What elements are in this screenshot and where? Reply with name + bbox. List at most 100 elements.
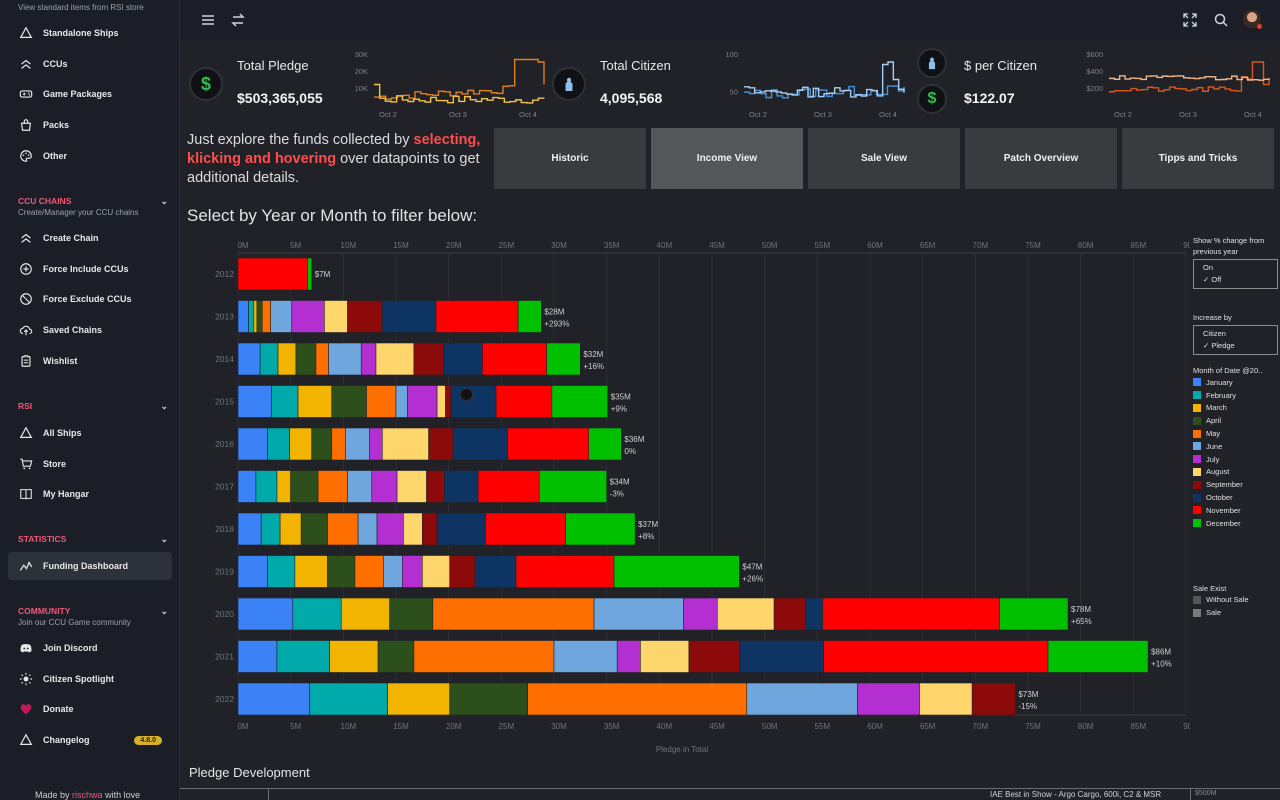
total-pledge-sparkline[interactable]: 30K 20K 10K Oct 2 Oct 3 Oct 4 [340, 45, 550, 120]
nav-button-patch-overview[interactable]: Patch Overview [965, 128, 1117, 189]
bar-change-label: 0% [624, 447, 636, 456]
sidebar-item-donate[interactable]: Donate [8, 695, 172, 723]
pct-change-toggle[interactable]: On ✓ Off [1193, 259, 1278, 289]
sidebar-item-force-exclude-ccus[interactable]: Force Exclude CCUs [8, 285, 172, 313]
increase-option-citizen[interactable]: Citizen [1203, 329, 1226, 338]
user-avatar[interactable] [1243, 10, 1262, 29]
bar-segment [593, 597, 684, 631]
chevron-down-icon[interactable]: ⌄ [160, 533, 168, 544]
x-tick-label-top: 25M [499, 241, 515, 250]
bar-segment [449, 555, 476, 588]
bar-segment [999, 597, 1069, 631]
y-tick-label: 2016 [215, 439, 234, 449]
pct-option-off[interactable]: ✓ Off [1203, 275, 1222, 284]
legend-item-august[interactable]: August [1193, 466, 1278, 479]
sidebar-item-label: Standalone Ships [43, 28, 119, 38]
bar-segment [551, 385, 609, 418]
chevron-down-icon[interactable]: ⌄ [160, 605, 168, 616]
bar-change-label: +10% [1151, 660, 1172, 669]
sidebar-item-store[interactable]: Store [8, 450, 172, 478]
bar-total-label: $35M [611, 393, 631, 402]
x-tick-label-bottom: 85M [1131, 722, 1147, 731]
chevron-down-icon[interactable]: ⌄ [160, 195, 168, 206]
sidebar-item-saved-chains[interactable]: Saved Chains [8, 316, 172, 344]
legend-item-january[interactable]: January [1193, 376, 1278, 389]
sidebar-item-packs[interactable]: Packs [8, 111, 172, 139]
nav-button-tipps-and-tricks[interactable]: Tipps and Tricks [1122, 128, 1274, 189]
increase-by-toggle[interactable]: Citizen ✓ Pledge [1193, 325, 1278, 355]
sidebar-item-other[interactable]: Other [8, 142, 172, 170]
sidebar-item-game-packages[interactable]: Game Packages [8, 80, 172, 108]
chart-line-icon [18, 559, 33, 574]
chevron-down-icon[interactable]: ⌄ [160, 400, 168, 411]
bar-segment [376, 512, 404, 546]
legend-item-march[interactable]: March [1193, 402, 1278, 415]
sidebar-item-force-include-ccus[interactable]: Force Include CCUs [8, 255, 172, 283]
legend-item-october[interactable]: October [1193, 491, 1278, 504]
legend-item-sale[interactable]: Sale [1193, 606, 1278, 619]
bar-segment [309, 682, 388, 716]
y-tick-label: 2019 [215, 567, 234, 577]
spark-line [1109, 75, 1270, 81]
sidebar-item-funding-dashboard[interactable]: Funding Dashboard [8, 552, 172, 580]
made-by-author-link[interactable]: rischwa [72, 790, 103, 800]
menu-icon[interactable] [200, 12, 216, 28]
bar-segment [407, 385, 438, 418]
sidebar-section-statistics[interactable]: STATISTICS ⌄ [0, 533, 179, 545]
sidebar-item-create-chain[interactable]: Create Chain [8, 224, 172, 252]
legend-item-june[interactable]: June [1193, 440, 1278, 453]
sidebar-section-rsi[interactable]: RSI ⌄ [0, 400, 179, 412]
sidebar-item-ccus[interactable]: CCUs [8, 50, 172, 78]
legend-swatch [1193, 455, 1201, 464]
search-icon[interactable] [1213, 12, 1229, 28]
sidebar-item-my-hangar[interactable]: My Hangar [8, 480, 172, 508]
bar-segment [432, 597, 595, 631]
bar-segment [822, 597, 1000, 631]
sidebar-section-community[interactable]: COMMUNITY ⌄ Join our CCU Game community [0, 605, 179, 628]
section-title: STATISTICS [18, 534, 67, 544]
increase-option-pledge[interactable]: ✓ Pledge [1203, 341, 1235, 350]
legend-item-april[interactable]: April [1193, 414, 1278, 427]
fullscreen-icon[interactable] [1182, 12, 1198, 28]
total-citizen-sparkline[interactable]: 100 50 Oct 2 Oct 3 Oct 4 [710, 45, 910, 120]
legend-label: July [1206, 454, 1220, 464]
sidebar-item-citizen-spotlight[interactable]: Citizen Spotlight [8, 665, 172, 693]
legend-item-sale[interactable]: Without Sale [1193, 594, 1278, 607]
bar-total-label: $32M [583, 350, 603, 359]
kpi-value: 4,095,568 [600, 90, 663, 106]
sidebar-item-standalone-ships[interactable]: Standalone Ships [8, 19, 172, 47]
bar-segment [436, 385, 446, 418]
legend-item-november[interactable]: November [1193, 504, 1278, 517]
nav-button-sale-view[interactable]: Sale View [808, 128, 960, 189]
legend-item-july[interactable]: July [1193, 453, 1278, 466]
bar-segment [477, 470, 540, 503]
sidebar-item-all-ships[interactable]: All Ships [8, 419, 172, 447]
bar-segment [237, 512, 262, 546]
bar-total-label: $28M [544, 308, 564, 317]
legend-item-december[interactable]: December [1193, 517, 1278, 530]
x-tick-label-top: 10M [341, 241, 357, 250]
bar-segment [517, 300, 542, 333]
legend-item-february[interactable]: February [1193, 389, 1278, 402]
sidebar-item-changelog[interactable]: Changelog 4.8.0 [8, 726, 172, 754]
sidebar-section-ccu-chains[interactable]: CCU CHAINS ⌄ Create/Manager your CCU chai… [0, 195, 179, 218]
bar-segment [317, 470, 348, 503]
y-tick-label: 2012 [215, 269, 234, 279]
sidebar-item-join-discord[interactable]: Join Discord [8, 634, 172, 662]
spark-line [744, 85, 905, 99]
sidebar-item-wishlist[interactable]: Wishlist [8, 347, 172, 375]
bar-total-label: $86M [1151, 648, 1171, 657]
nav-button-historic[interactable]: Historic [494, 128, 646, 189]
swap-arrows-icon[interactable] [230, 12, 246, 28]
dollar-per-citizen-sparkline[interactable]: $600 $400 $200 Oct 2 Oct 3 Oct 4 [1075, 45, 1275, 120]
legend-item-may[interactable]: May [1193, 427, 1278, 440]
x-tick-label-bottom: 0M [237, 722, 248, 731]
pct-option-on[interactable]: On [1203, 263, 1214, 272]
bar-total-label: $47M [742, 563, 762, 572]
legend-item-september[interactable]: September [1193, 478, 1278, 491]
bar-segment [683, 597, 718, 631]
yearly-pledge-bar-chart[interactable]: 0M 0M 5M 5M 10M 10M 15M 15M 20M 20M 25M 25M 30M 30M 35… [180, 235, 1190, 760]
event-annotation[interactable]: IAE Best in Show - Argo Cargo, 600i, C2 … [990, 790, 1162, 799]
bar-segment [857, 682, 920, 716]
nav-button-income-view[interactable]: Income View [651, 128, 803, 189]
